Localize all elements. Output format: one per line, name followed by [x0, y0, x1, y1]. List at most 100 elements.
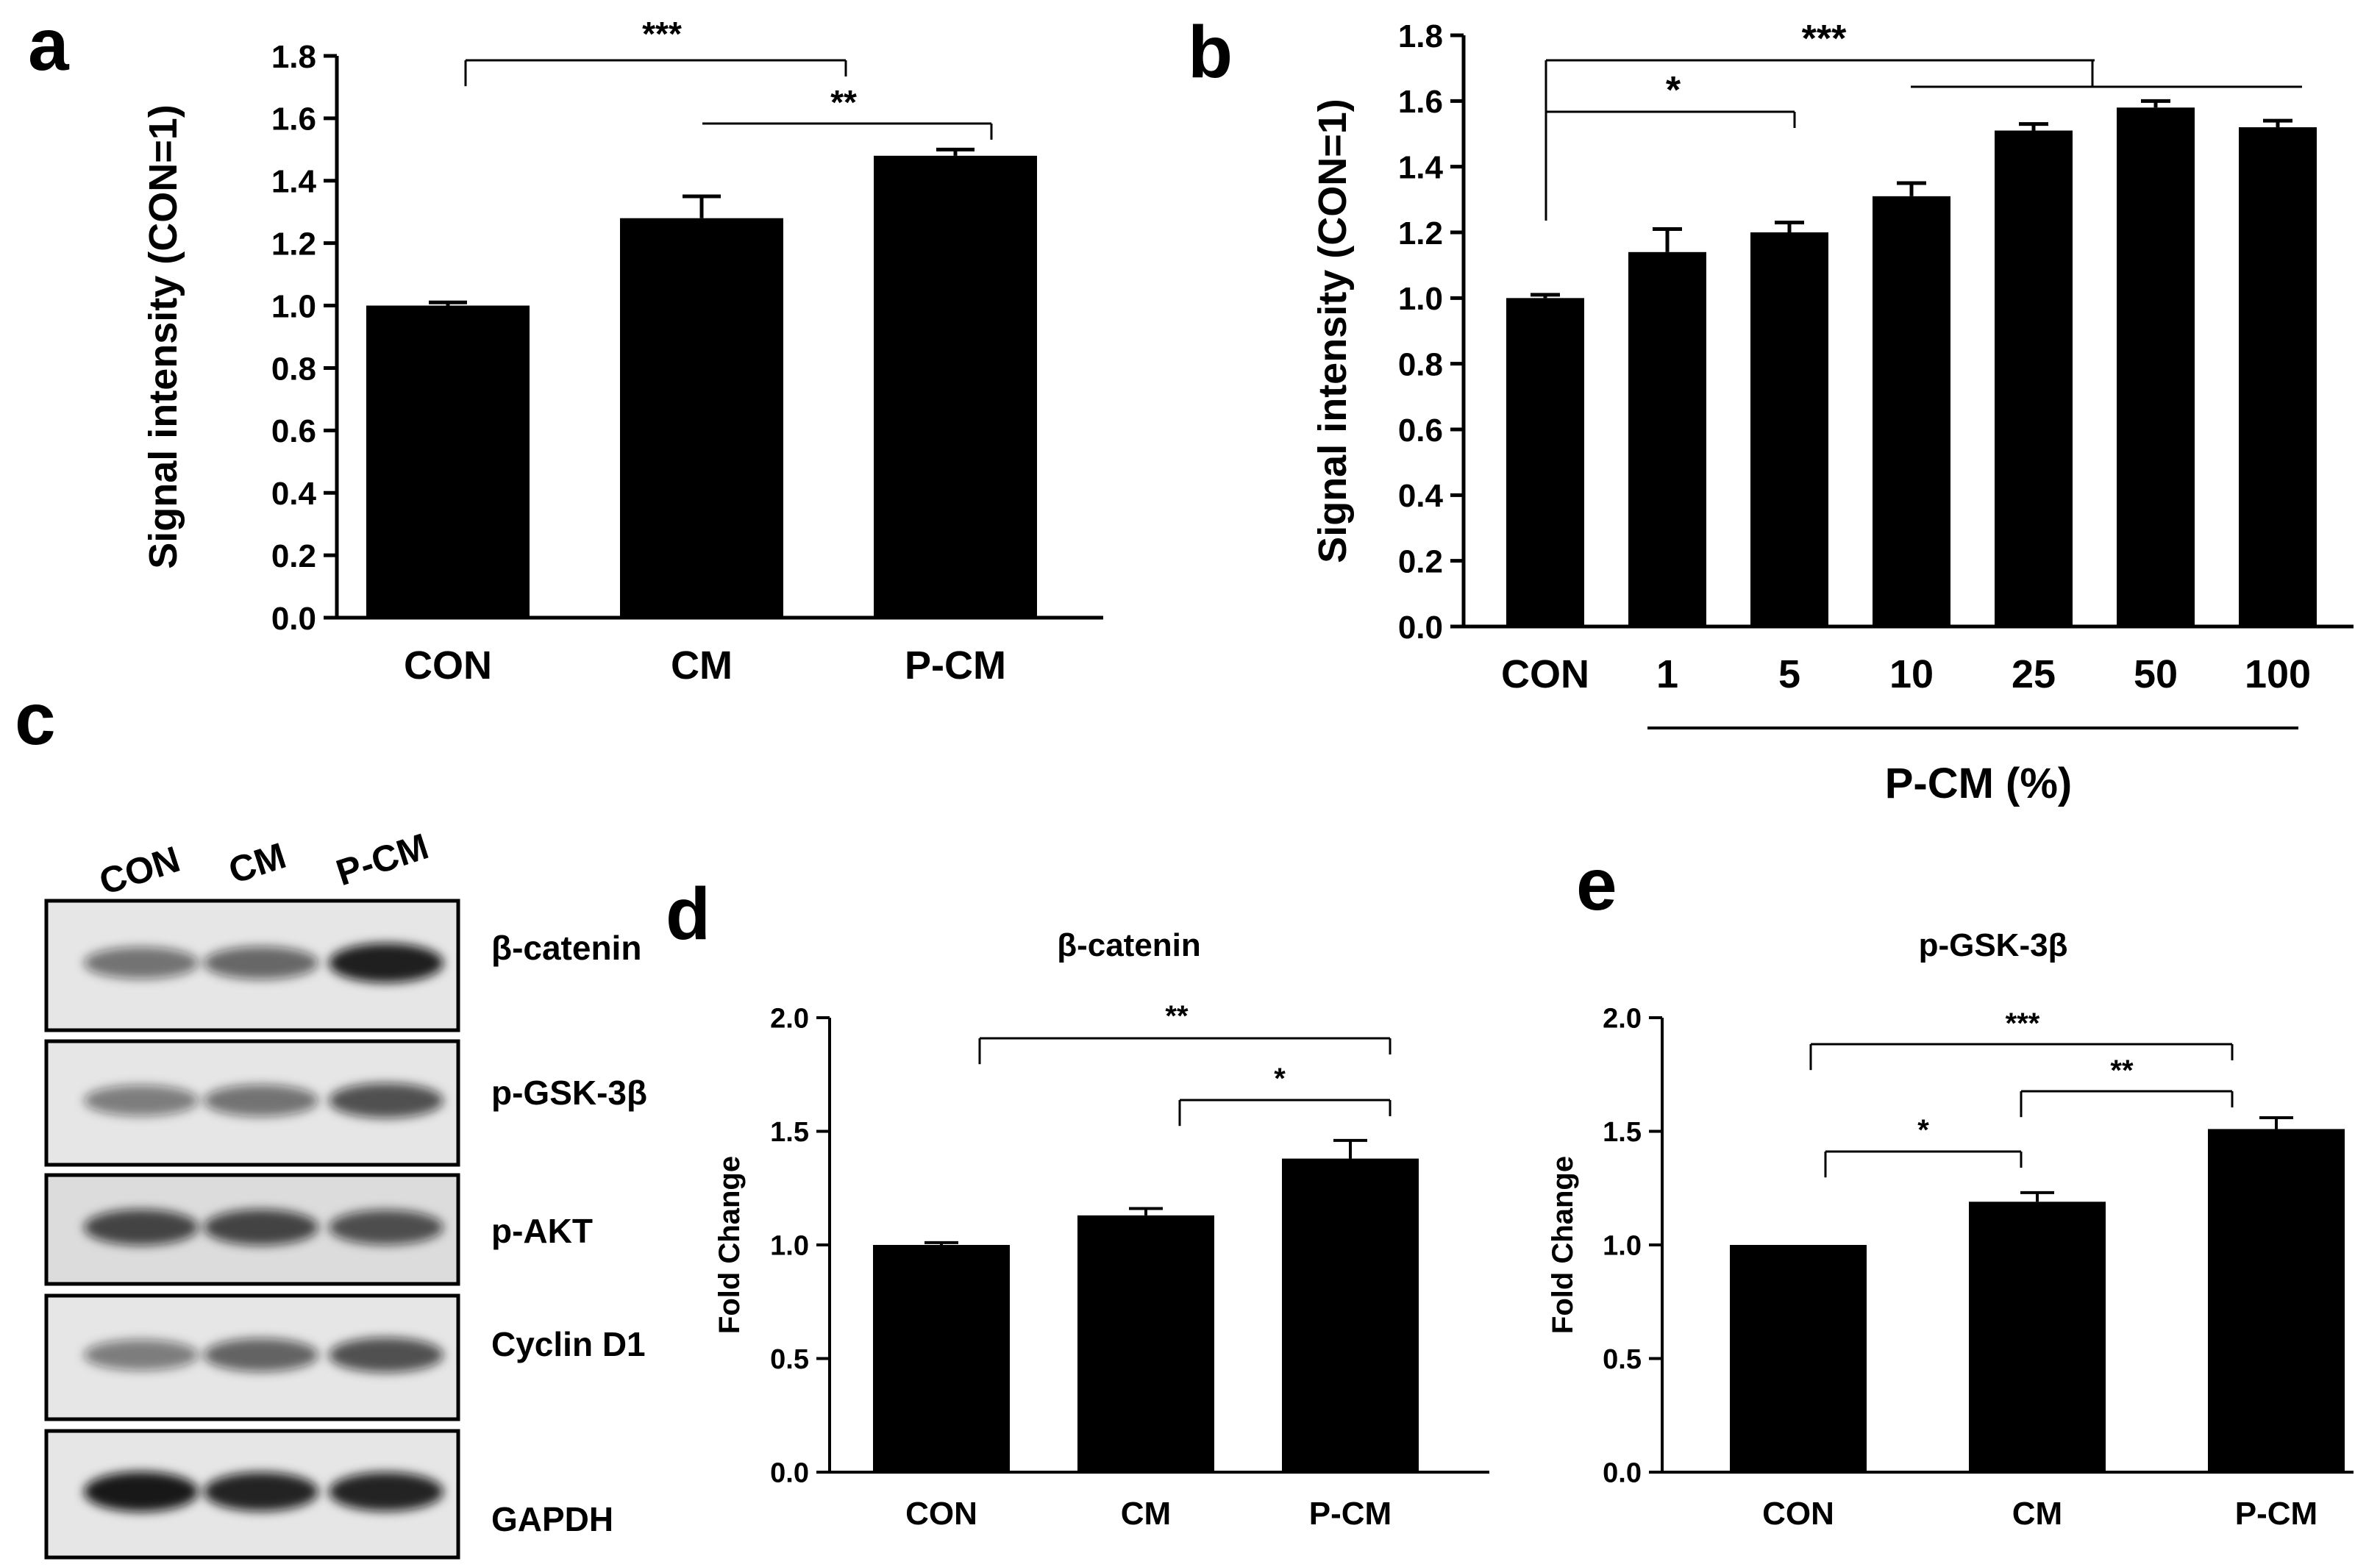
- x-tick-label: 100: [2245, 652, 2311, 696]
- chart-a: 0.0 0.2 0.4 0.6 0.8 1.0 1.2 1.4 1.6 1.8 Signal int…: [141, 15, 1103, 688]
- chart-title: β-catenin: [1057, 927, 1201, 963]
- blot-band: [84, 1339, 199, 1371]
- blot-band-label: β-catenin: [491, 929, 641, 967]
- blot-band: [204, 1209, 318, 1246]
- western-blot: CON CM P-CM β-catenin p-GSK-3β p-AKT Cyclin…: [44, 825, 647, 1560]
- x-tick-label: 50: [2134, 652, 2178, 696]
- blot-band: [329, 943, 443, 983]
- x-axis-label: P-CM (%): [1885, 760, 2073, 807]
- significance-label: **: [2110, 1054, 2134, 1087]
- blot-band: [84, 1085, 199, 1116]
- chart-b: 0.0 0.2 0.4 0.6 0.8 1.0 1.2 1.4 1.6 1.8 Signal int…: [1311, 18, 2354, 807]
- bar-cm: [1969, 1202, 2106, 1472]
- x-tick-label: P-CM: [1309, 1496, 1392, 1532]
- y-tick-label: 0.0: [1398, 610, 1443, 646]
- y-tick-label: 1.0: [770, 1231, 809, 1262]
- y-tick-label: 1.2: [1398, 215, 1443, 251]
- x-tick-label: CON: [1762, 1496, 1834, 1532]
- significance-label: *: [1917, 1114, 1929, 1146]
- x-tick-label: P-CM: [905, 643, 1006, 688]
- y-tick-label: 1.5: [1603, 1117, 1642, 1148]
- bar-con: [1730, 1245, 1867, 1472]
- y-tick-label: 2.0: [1603, 1004, 1642, 1035]
- panel-label-a: a: [28, 4, 70, 86]
- bar-p-cm: [2208, 1129, 2345, 1472]
- y-tick-label: 2.0: [770, 1004, 809, 1035]
- blot-band: [84, 1471, 199, 1512]
- blot-band-label: p-GSK-3β: [491, 1074, 647, 1112]
- y-tick-label: 1.8: [271, 39, 316, 75]
- blot-band: [329, 1471, 443, 1512]
- chart-title: p-GSK-3β: [1919, 927, 2068, 963]
- y-tick-label: 0.6: [1398, 413, 1443, 449]
- significance-label: *: [1274, 1063, 1286, 1095]
- y-tick-label: 1.4: [271, 164, 317, 200]
- blot-band-label: GAPDH: [491, 1500, 613, 1538]
- x-tick-label: 1: [1656, 652, 1678, 696]
- blot-band: [329, 1082, 443, 1118]
- panel-label-c: c: [15, 678, 56, 760]
- y-tick-label: 0.8: [271, 351, 316, 387]
- chart-e: 0.0 0.5 1.0 1.5 2.0 Fold Change p-GSK-3β CON CM P…: [1547, 927, 2354, 1532]
- x-tick-label: CON: [1501, 652, 1589, 696]
- y-tick-label: 0.5: [1603, 1344, 1642, 1375]
- y-tick-label: 1.6: [1398, 84, 1443, 120]
- bar-25: [1995, 130, 2073, 627]
- y-axis-label: Signal intensity (CON=1): [1311, 99, 1355, 563]
- bar-10: [1873, 196, 1950, 627]
- x-tick-label: P-CM: [2235, 1496, 2317, 1532]
- bar-cm: [1077, 1215, 1214, 1472]
- x-tick-label: CON: [404, 643, 492, 688]
- chart-d: 0.0 0.5 1.0 1.5 2.0 Fold Change β-catenin CON CM…: [713, 927, 1489, 1532]
- y-tick-label: 1.5: [770, 1117, 809, 1148]
- x-tick-label: CM: [2012, 1496, 2062, 1532]
- significance-label: **: [1165, 1000, 1189, 1032]
- y-tick-label: 0.4: [271, 476, 317, 512]
- y-tick-label: 1.0: [1603, 1231, 1642, 1262]
- x-tick-label: 10: [1889, 652, 1934, 696]
- blot-band: [84, 946, 199, 979]
- y-tick-label: 0.0: [271, 601, 316, 637]
- y-tick-label: 1.4: [1398, 150, 1444, 186]
- bar-5: [1750, 232, 1828, 627]
- bar-p-cm: [1282, 1158, 1419, 1472]
- bar-p-cm: [874, 155, 1037, 618]
- y-tick-label: 1.6: [271, 101, 316, 138]
- significance-label: **: [830, 83, 857, 121]
- x-tick-label: 5: [1778, 652, 1800, 696]
- y-tick-label: 0.0: [1603, 1458, 1642, 1489]
- bar-100: [2239, 127, 2317, 627]
- blot-band: [204, 1471, 318, 1512]
- y-axis-label: Signal intensity (CON=1): [141, 104, 185, 569]
- y-tick-label: 1.0: [271, 288, 316, 324]
- significance-label: *: [1666, 69, 1681, 112]
- x-tick-label: 25: [2012, 652, 2056, 696]
- bar-con: [366, 305, 530, 618]
- panel-label-b: b: [1188, 11, 1233, 93]
- blot-band: [84, 1209, 199, 1246]
- bar-con: [873, 1245, 1010, 1472]
- blot-band: [204, 1084, 318, 1117]
- x-tick-label: CM: [671, 643, 733, 688]
- y-axis-label: Fold Change: [1547, 1156, 1579, 1334]
- bar-con: [1506, 298, 1584, 627]
- significance-label: ***: [642, 15, 682, 53]
- lane-label-con: CON: [94, 838, 185, 903]
- blot-band-label: Cyclin D1: [491, 1325, 646, 1363]
- blot-band: [329, 1337, 443, 1373]
- significance-label: ***: [2006, 1007, 2040, 1040]
- lane-label-pcm: P-CM: [331, 825, 433, 893]
- y-tick-label: 0.2: [271, 538, 316, 574]
- x-tick-label: CM: [1121, 1496, 1171, 1532]
- blot-band: [204, 1338, 318, 1372]
- panel-label-e: e: [1576, 843, 1617, 926]
- y-tick-label: 1.8: [1398, 18, 1443, 54]
- blot-band: [329, 1210, 443, 1245]
- significance-label: ***: [1802, 18, 1847, 60]
- y-tick-label: 1.2: [271, 226, 316, 263]
- y-tick-label: 0.0: [770, 1458, 809, 1489]
- bar-1: [1628, 251, 1706, 627]
- lane-label-cm: CM: [224, 835, 291, 891]
- y-tick-label: 0.5: [770, 1344, 809, 1375]
